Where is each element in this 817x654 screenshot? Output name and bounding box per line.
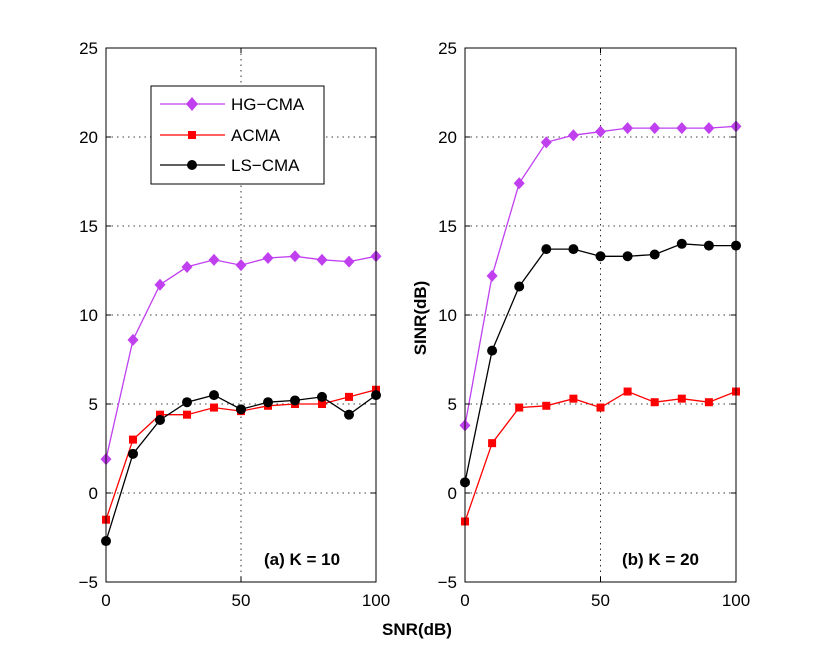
data-point-hg-cma bbox=[622, 122, 634, 135]
x-tick-label: 0 bbox=[101, 591, 110, 610]
y-axis-label: SINR(dB) bbox=[411, 281, 430, 356]
data-point-ls-cma bbox=[487, 345, 498, 356]
y-tick-label: 0 bbox=[448, 484, 457, 503]
legend-marker-hg-cma bbox=[186, 97, 198, 111]
data-point-ls-cma bbox=[595, 251, 606, 262]
data-point-ls-cma bbox=[128, 448, 138, 459]
data-point-hg-cma bbox=[540, 136, 552, 149]
legend-item-ls-cma: LS−CMA bbox=[160, 156, 300, 175]
legend-marker-ls-cma bbox=[187, 160, 197, 170]
x-tick-label: 100 bbox=[722, 591, 750, 610]
data-point-ls-cma bbox=[622, 251, 633, 262]
data-point-hg-cma bbox=[289, 250, 301, 263]
data-point-acma bbox=[596, 403, 605, 412]
panel-annotation: (a) K = 10 bbox=[264, 550, 340, 569]
series-layer bbox=[100, 250, 382, 547]
y-tick-label: −5 bbox=[79, 573, 98, 592]
data-point-ls-cma bbox=[514, 281, 525, 292]
data-point-acma bbox=[345, 392, 353, 401]
data-point-hg-cma bbox=[154, 278, 166, 291]
data-point-hg-cma bbox=[316, 253, 328, 266]
y-tick-label: −5 bbox=[438, 573, 457, 592]
data-point-hg-cma bbox=[676, 122, 688, 135]
data-point-acma bbox=[542, 401, 551, 410]
data-point-ls-cma bbox=[649, 249, 660, 260]
y-tick-label: 5 bbox=[89, 395, 98, 414]
data-point-acma bbox=[677, 394, 686, 403]
data-point-ls-cma bbox=[182, 397, 192, 408]
data-point-ls-cma bbox=[676, 238, 687, 249]
data-point-hg-cma bbox=[567, 129, 579, 142]
x-tick-label: 50 bbox=[591, 591, 610, 610]
x-tick-label: 0 bbox=[460, 591, 469, 610]
y-tick-label: 5 bbox=[448, 395, 457, 414]
data-point-acma bbox=[650, 398, 659, 407]
data-point-ls-cma bbox=[703, 240, 714, 251]
y-tick-label: 15 bbox=[438, 217, 457, 236]
legend: HG−CMA ACMA LS−CMA bbox=[150, 85, 325, 185]
y-tick-label: 0 bbox=[89, 484, 98, 503]
data-point-hg-cma bbox=[513, 177, 525, 190]
data-point-hg-cma bbox=[343, 255, 355, 268]
tick-marks bbox=[105, 47, 377, 583]
data-point-ls-cma bbox=[209, 390, 219, 401]
y-tick-label: 20 bbox=[79, 128, 98, 147]
data-point-ls-cma bbox=[263, 397, 273, 408]
series-layer bbox=[459, 120, 742, 526]
y-tick-label: 10 bbox=[438, 306, 457, 325]
data-point-hg-cma bbox=[262, 252, 274, 265]
data-point-acma bbox=[704, 398, 713, 407]
tick-marks bbox=[464, 47, 737, 583]
data-point-ls-cma bbox=[236, 404, 246, 415]
x-tick-label: 50 bbox=[232, 591, 251, 610]
y-tick-label: 20 bbox=[438, 128, 457, 147]
data-point-ls-cma bbox=[344, 409, 354, 420]
legend-label-acma: ACMA bbox=[231, 126, 281, 145]
data-point-acma bbox=[623, 387, 632, 396]
data-point-hg-cma bbox=[486, 269, 498, 282]
legend-label-hg-cma: HG−CMA bbox=[231, 95, 305, 114]
y-tick-label: 10 bbox=[79, 306, 98, 325]
legend-marker-acma bbox=[188, 131, 196, 139]
data-point-hg-cma bbox=[208, 253, 220, 266]
series-hg-cma bbox=[100, 250, 382, 466]
legend-item-acma: ACMA bbox=[160, 126, 281, 145]
data-point-hg-cma bbox=[181, 260, 193, 273]
data-point-acma bbox=[569, 394, 578, 403]
data-point-ls-cma bbox=[155, 415, 165, 426]
data-point-hg-cma bbox=[703, 122, 715, 135]
data-point-hg-cma bbox=[649, 122, 661, 135]
y-tick-label: 15 bbox=[79, 217, 98, 236]
data-point-hg-cma bbox=[595, 125, 606, 138]
x-axis-label: SNR(dB) bbox=[382, 620, 452, 639]
data-point-acma bbox=[156, 410, 164, 419]
data-point-hg-cma bbox=[235, 259, 247, 272]
legend-item-hg-cma: HG−CMA bbox=[160, 95, 305, 114]
data-point-acma bbox=[210, 403, 218, 412]
panel-annotation: (b) K = 20 bbox=[622, 550, 699, 569]
legend-label-ls-cma: LS−CMA bbox=[231, 156, 300, 175]
data-point-ls-cma bbox=[541, 244, 552, 255]
x-tick-label: 100 bbox=[362, 591, 390, 610]
data-point-acma bbox=[515, 403, 524, 412]
data-point-acma bbox=[318, 400, 326, 408]
y-tick-label: 25 bbox=[79, 39, 98, 58]
data-point-ls-cma bbox=[317, 391, 327, 402]
data-point-acma bbox=[129, 435, 137, 444]
data-point-ls-cma bbox=[290, 395, 300, 406]
data-point-acma bbox=[488, 439, 497, 448]
data-point-ls-cma bbox=[568, 244, 579, 255]
data-point-hg-cma bbox=[127, 333, 139, 346]
data-point-acma bbox=[183, 410, 191, 419]
y-tick-label: 25 bbox=[438, 39, 457, 58]
